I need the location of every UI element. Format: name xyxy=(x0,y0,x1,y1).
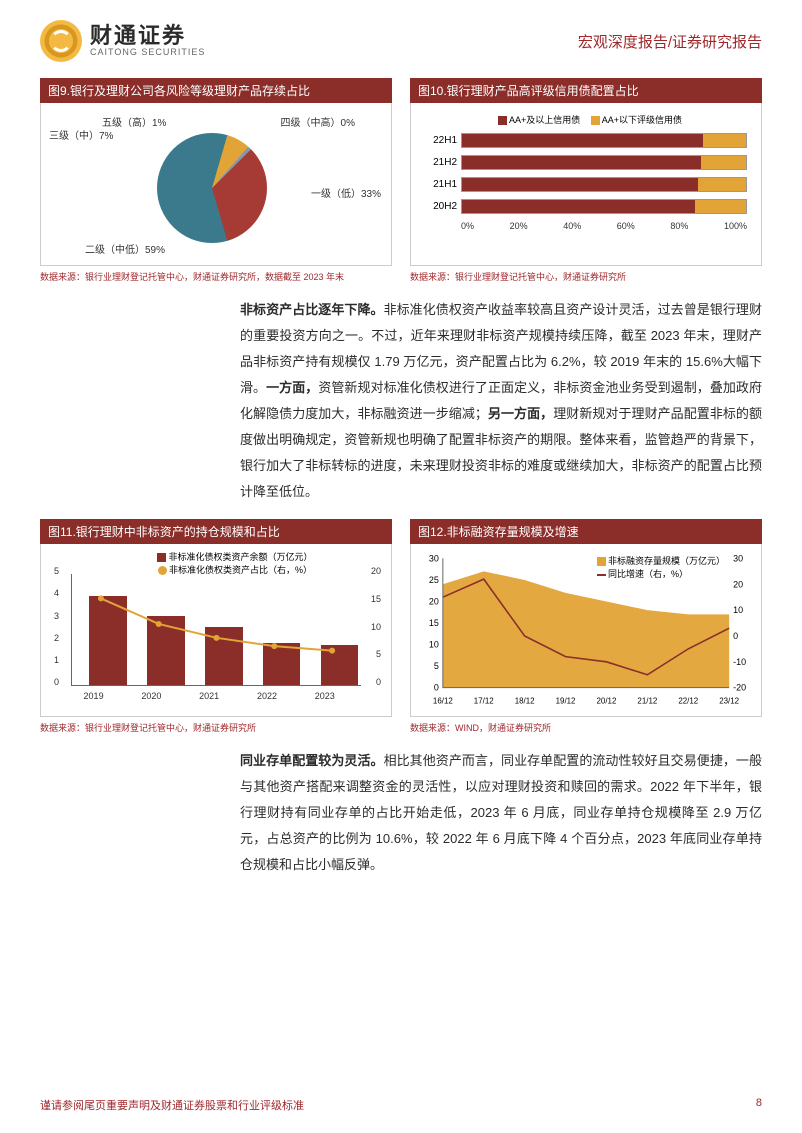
svg-text:30: 30 xyxy=(429,553,439,563)
logo-block: 财通证券 CAITONG SECURITIES xyxy=(40,20,205,62)
fig9-source: 数据来源：银行业理财登记托管中心，财通证券研究所，数据截至 2023 年末 xyxy=(40,270,392,283)
fig9-lbl-1: 一级（低）33% xyxy=(311,185,381,200)
page-header: 财通证券 CAITONG SECURITIES 宏观深度报告/证券研究报告 xyxy=(0,0,802,72)
fig11-source: 数据来源：银行业理财登记托管中心，财通证券研究所 xyxy=(40,721,392,734)
svg-text:20: 20 xyxy=(733,579,743,589)
fig9-lbl-5: 五级（高）1% xyxy=(102,114,166,129)
svg-text:22/12: 22/12 xyxy=(678,697,698,706)
svg-text:0: 0 xyxy=(434,683,439,693)
fig9-lbl-3: 三级（中）7% xyxy=(49,127,113,142)
fig10-xaxis: 0%20%40%60%80%100% xyxy=(461,221,747,231)
svg-text:0: 0 xyxy=(733,631,738,641)
svg-text:21/12: 21/12 xyxy=(637,697,657,706)
svg-text:19/12: 19/12 xyxy=(556,697,576,706)
svg-text:5: 5 xyxy=(434,661,439,671)
fig10-row: 20H2 xyxy=(425,199,747,214)
svg-text:-10: -10 xyxy=(733,657,746,667)
fig12-plot: 非标融资存量规模（万亿元） 同比增速（右，%） 0 5 10 15 20 25 30 -20 -… xyxy=(417,550,755,710)
paragraph-1: 非标资产占比逐年下降。非标准化债权资产收益率较高且资产设计灵活，过去曾是银行理财… xyxy=(240,297,762,505)
fig11-plot: 0123450510152020192020202120222023 xyxy=(71,574,361,686)
logo-en: CAITONG SECURITIES xyxy=(90,48,205,58)
fig10-source: 数据来源：银行业理财登记托管中心，财通证券研究所 xyxy=(410,270,762,283)
fig9-title: 图9.银行及理财公司各风险等级理财产品存续占比 xyxy=(40,78,392,103)
svg-text:16/12: 16/12 xyxy=(433,697,453,706)
svg-text:20/12: 20/12 xyxy=(597,697,617,706)
fig10-legend: AA+及以上信用债 AA+以下评级信用债 xyxy=(425,113,747,126)
figure-10: 图10.银行理财产品高评级信用债配置占比 AA+及以上信用债 AA+以下评级信用… xyxy=(410,78,762,283)
paragraph-2: 同业存单配置较为灵活。相比其他资产而言，同业存单配置的流动性较好且交易便捷，一般… xyxy=(240,748,762,878)
fig10-row: 21H1 xyxy=(425,177,747,192)
fig12-legend: 非标融资存量规模（万亿元） 同比增速（右，%） xyxy=(589,554,725,580)
svg-text:18/12: 18/12 xyxy=(515,697,535,706)
logo-icon xyxy=(40,20,82,62)
logo-zh: 财通证券 xyxy=(90,24,205,48)
fig12-source: 数据来源：WIND，财通证券研究所 xyxy=(410,721,762,734)
svg-text:20: 20 xyxy=(429,596,439,606)
svg-text:10: 10 xyxy=(429,640,439,650)
fig12-title: 图12.非标融资存量规模及增速 xyxy=(410,519,762,544)
doc-type: 宏观深度报告/证券研究报告 xyxy=(578,31,762,52)
svg-text:-20: -20 xyxy=(733,683,746,693)
fig9-lbl-4: 四级（中高）0% xyxy=(281,114,355,129)
page-number: 8 xyxy=(756,1097,762,1113)
svg-text:30: 30 xyxy=(733,553,743,563)
svg-text:10: 10 xyxy=(733,605,743,615)
page-footer: 谨请参阅尾页重要声明及财通证券股票和行业评级标准 8 xyxy=(40,1097,762,1113)
fig10-title: 图10.银行理财产品高评级信用债配置占比 xyxy=(410,78,762,103)
svg-text:25: 25 xyxy=(429,575,439,585)
fig10-row: 22H1 xyxy=(425,133,747,148)
fig11-legend: 非标准化债权类资产余额（万亿元） 非标准化债权类资产占比（右，%） xyxy=(47,550,385,576)
svg-text:15: 15 xyxy=(429,618,439,628)
fig9-lbl-2: 二级（中低）59% xyxy=(85,241,165,256)
fig11-title: 图11.银行理财中非标资产的持仓规模和占比 xyxy=(40,519,392,544)
svg-text:23/12: 23/12 xyxy=(719,697,739,706)
footer-disclaimer: 谨请参阅尾页重要声明及财通证券股票和行业评级标准 xyxy=(40,1097,304,1113)
figure-9: 图9.银行及理财公司各风险等级理财产品存续占比 一级（低）33% 二级（中低）5… xyxy=(40,78,392,283)
fig10-row: 21H2 xyxy=(425,155,747,170)
fig9-pie xyxy=(157,133,267,243)
figure-12: 图12.非标融资存量规模及增速 非标融资存量规模（万亿元） 同比增速（右，%） … xyxy=(410,519,762,734)
figure-11: 图11.银行理财中非标资产的持仓规模和占比 非标准化债权类资产余额（万亿元） 非… xyxy=(40,519,392,734)
svg-text:17/12: 17/12 xyxy=(474,697,494,706)
